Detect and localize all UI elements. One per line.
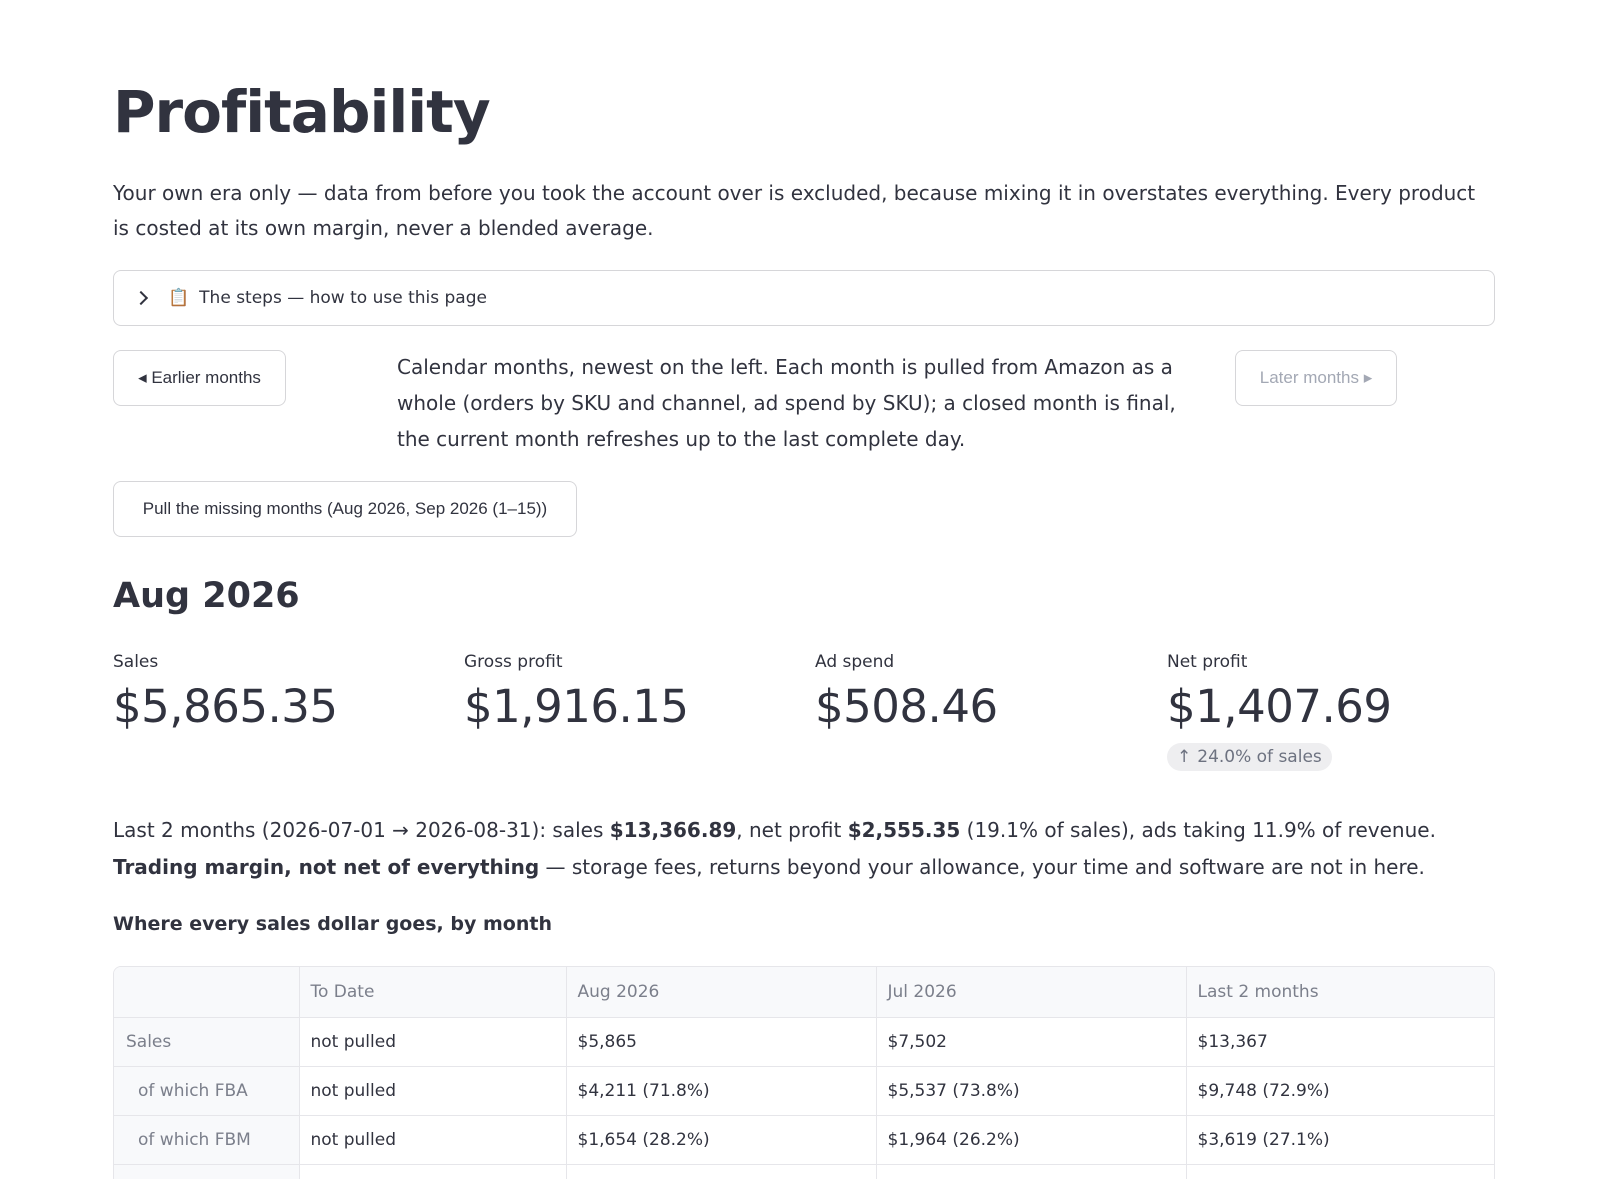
table-row: of which FBA not pulled $4,211 (71.8%) $… <box>114 1066 1494 1116</box>
chevron-right-icon <box>133 290 149 306</box>
summary-text: Last 2 months (2026-07-01 → 2026-08-31):… <box>113 818 610 842</box>
page-title: Profitability <box>113 78 491 146</box>
month-heading: Aug 2026 <box>113 576 300 616</box>
summary-sales: $13,366.89 <box>609 818 737 842</box>
row-label: of which FBA <box>114 1066 300 1116</box>
intro-text: Your own era only — data from before you… <box>113 181 1476 240</box>
table-header-row: To Date Aug 2026 Jul 2026 Last 2 months <box>114 967 1494 1018</box>
column-header <box>114 967 300 1018</box>
metric-net-profit: Net profit $1,407.69 ↑ 24.0% of sales <box>1167 652 1497 771</box>
summary-text: , net profit <box>736 818 848 842</box>
table-cell: not pulled <box>299 1115 567 1165</box>
table-row <box>114 1164 1494 1179</box>
arrow-up-icon: ↑ <box>1177 747 1192 767</box>
summary-text: (19.1% of sales), ads taking 11.9% of re… <box>960 818 1436 842</box>
metric-value: $1,916.15 <box>464 680 689 733</box>
summary-net-profit: $2,555.35 <box>847 818 961 842</box>
column-header[interactable]: Jul 2026 <box>876 967 1187 1018</box>
delta-text: 24.0% of sales <box>1197 747 1322 767</box>
breakdown-table[interactable]: To Date Aug 2026 Jul 2026 Last 2 months … <box>113 966 1495 1179</box>
row-label: of which FBM <box>114 1115 300 1165</box>
table-cell <box>1186 1164 1494 1179</box>
metric-value: $1,407.69 <box>1167 680 1392 733</box>
expander-label: The steps — how to use this page <box>199 288 487 308</box>
summary-text: — storage fees, returns beyond your allo… <box>539 855 1425 879</box>
table-cell: $1,654 (28.2%) <box>566 1115 877 1165</box>
table-cell: $3,619 (27.1%) <box>1186 1115 1494 1165</box>
table-cell: $13,367 <box>1186 1017 1494 1067</box>
metric-label: Sales <box>113 652 159 672</box>
calendar-note: Calendar months, newest on the left. Eac… <box>397 355 1176 451</box>
row-label <box>114 1164 300 1179</box>
table-cell: $9,748 (72.9%) <box>1186 1066 1494 1116</box>
column-header[interactable]: Aug 2026 <box>566 967 877 1018</box>
table-cell <box>299 1164 567 1179</box>
table-cell: not pulled <box>299 1066 567 1116</box>
delta-badge: ↑ 24.0% of sales <box>1167 743 1332 771</box>
steps-expander[interactable]: 📋 The steps — how to use this page <box>113 270 1495 326</box>
table-cell: $7,502 <box>876 1017 1187 1067</box>
table-cell: $5,537 (73.8%) <box>876 1066 1187 1116</box>
table-cell: $1,964 (26.2%) <box>876 1115 1187 1165</box>
table-row: of which FBM not pulled $1,654 (28.2%) $… <box>114 1115 1494 1165</box>
later-months-button[interactable]: Later months ▸ <box>1235 350 1397 406</box>
column-header[interactable]: Last 2 months <box>1186 967 1494 1018</box>
metric-value: $508.46 <box>815 680 998 733</box>
metric-label: Net profit <box>1167 652 1248 672</box>
table-title: Where every sales dollar goes, by month <box>113 913 552 935</box>
metric-ad-spend: Ad spend $508.46 <box>815 652 1145 733</box>
metric-sales: Sales $5,865.35 <box>113 652 443 733</box>
pull-missing-months-button[interactable]: Pull the missing months (Aug 2026, Sep 2… <box>113 481 577 537</box>
metric-gross-profit: Gross profit $1,916.15 <box>464 652 794 733</box>
earlier-months-button[interactable]: ◂ Earlier months <box>113 350 286 406</box>
metric-label: Gross profit <box>464 652 563 672</box>
table-cell: $4,211 (71.8%) <box>566 1066 877 1116</box>
period-summary: Last 2 months (2026-07-01 → 2026-08-31):… <box>113 812 1495 886</box>
clipboard-icon: 📋 <box>168 288 190 308</box>
metric-label: Ad spend <box>815 652 895 672</box>
metric-value: $5,865.35 <box>113 680 338 733</box>
row-label: Sales <box>114 1017 300 1067</box>
table-cell: $5,865 <box>566 1017 877 1067</box>
table-row: Sales not pulled $5,865 $7,502 $13,367 <box>114 1017 1494 1067</box>
table-cell <box>876 1164 1187 1179</box>
table-cell <box>566 1164 877 1179</box>
column-header[interactable]: To Date <box>299 967 567 1018</box>
table-cell: not pulled <box>299 1017 567 1067</box>
summary-emphasis: Trading margin, not net of everything <box>113 855 540 879</box>
